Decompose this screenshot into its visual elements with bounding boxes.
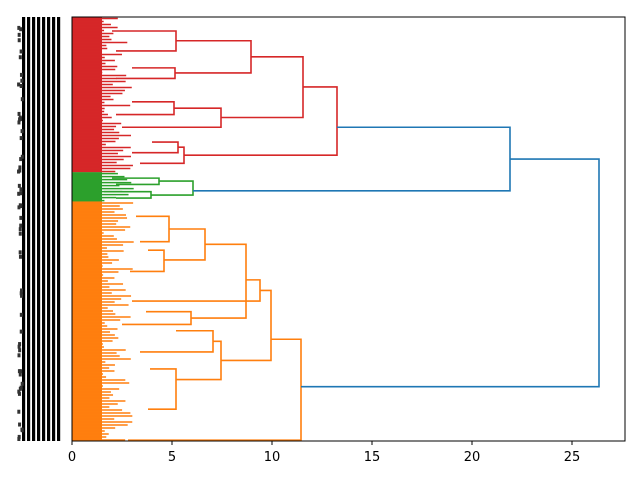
leaf-label-fragment	[19, 157, 23, 162]
leaf-label-fragment	[19, 27, 23, 32]
leaf-label-fragment	[17, 38, 21, 43]
leaf-label-fragment	[19, 204, 23, 209]
leaf-label-fragment	[19, 288, 23, 293]
leaf-label-fragment	[18, 231, 22, 236]
dendrogram-link	[191, 243, 247, 319]
x-tick-label: 5	[168, 450, 176, 465]
dendrogram-link	[136, 215, 170, 243]
dendrogram-link	[193, 126, 511, 192]
leaf-label-column	[47, 17, 51, 441]
leaf-label-column	[27, 17, 31, 441]
leaf-label-fragment	[20, 78, 24, 83]
dendrogram-link	[176, 340, 222, 381]
dendrogram-link	[221, 289, 272, 362]
cluster-leaf-fills	[72, 17, 134, 441]
leaf-label-column	[52, 17, 56, 441]
leaf-label-fragment	[18, 422, 22, 427]
dendrogram-link	[175, 39, 252, 74]
leaf-label-fragment	[19, 329, 23, 334]
leaf-label-fragment	[18, 372, 22, 377]
x-tick-label: 0	[68, 450, 76, 465]
leaf-label-fragment	[17, 434, 21, 439]
leaf-label-fragment	[17, 111, 21, 116]
leaf-label-fragment	[18, 117, 22, 122]
dendrogram-link	[164, 228, 206, 261]
leaf-label-fragment	[19, 291, 23, 296]
leaf-label-fragment	[19, 187, 23, 192]
leaf-label-fragment	[19, 215, 23, 220]
dendrogram-link	[151, 180, 194, 196]
x-axis-ticks: 0 5 10 15 20 25	[68, 441, 580, 465]
x-tick-label: 10	[264, 450, 281, 465]
leaf-label-fragment	[20, 381, 24, 386]
leaf-label-fragment	[17, 344, 21, 349]
dendrogram-link	[130, 249, 165, 273]
dendrogram-link	[128, 338, 302, 441]
leaf-label-fragment	[20, 293, 24, 298]
leaf-label-fragment	[20, 427, 24, 432]
leaf-label-fragment	[17, 391, 21, 396]
dendrogram-link	[221, 56, 304, 119]
dendrogram-link	[132, 279, 261, 302]
leaf-label-fragment	[20, 97, 24, 102]
dendrogram-link	[122, 310, 192, 326]
x-tick-label: 25	[564, 450, 581, 465]
leaf-label-column	[57, 17, 61, 441]
dendrogram-link	[132, 141, 179, 154]
leaf-label-fragment	[17, 32, 21, 37]
leaf-label-fragment	[19, 83, 23, 88]
leaf-label-fragment	[19, 72, 23, 77]
dendrogram-link	[116, 67, 176, 80]
dendrogram-link	[184, 86, 338, 157]
leaf-label-fragment	[19, 385, 23, 390]
leaf-label-column	[32, 17, 36, 441]
leaf-label-fragment	[19, 49, 23, 54]
leaf-labels	[17, 17, 61, 441]
leaf-label-fragment	[19, 191, 23, 196]
leaf-label-fragment	[19, 312, 23, 317]
leaf-label-fragment	[18, 165, 22, 170]
leaf-label-fragment	[19, 369, 23, 374]
leaf-label-fragment	[17, 409, 21, 414]
leaf-label-column	[37, 17, 41, 441]
leaf-label-fragment	[17, 25, 21, 30]
leaf-label-fragment	[18, 250, 22, 255]
dendrogram-link	[301, 158, 600, 388]
leaf-label-fragment	[20, 129, 24, 134]
dendrogram-link	[112, 30, 177, 52]
dendrogram-link	[140, 329, 214, 353]
dendrogram-link	[122, 107, 222, 129]
leaf-label-fragment	[17, 169, 21, 174]
x-tick-label: 20	[464, 450, 481, 465]
axes-frame	[71, 16, 626, 442]
leaf-label-fragment	[17, 436, 21, 441]
leaf-label-fragment	[18, 254, 22, 259]
leaf-label-fragment	[19, 136, 23, 141]
leaf-label-fragment	[17, 191, 21, 196]
leaf-label-fragment	[18, 55, 22, 60]
dendrogram-links	[104, 30, 600, 441]
cluster-fill-red	[72, 17, 102, 173]
leaf-label-fragment	[17, 82, 21, 87]
leaf-label-column	[22, 17, 26, 441]
leaf-label-fragment	[17, 353, 21, 358]
leaf-label-fragment	[17, 183, 21, 188]
leaf-label-fragment	[20, 154, 24, 159]
leaf-label-fragment	[18, 342, 22, 347]
leaf-label-fragment	[17, 205, 21, 210]
leaf-label-fragment	[19, 223, 23, 228]
cluster-fill-orange	[72, 201, 102, 441]
dendrogram-link	[148, 368, 177, 411]
leaf-label-fragment	[18, 227, 22, 232]
dendrogram-link	[116, 101, 175, 116]
leaf-label-fragment	[18, 348, 22, 353]
leaf-label-fragment	[17, 389, 21, 394]
leaf-label-fragment	[17, 120, 21, 125]
leaf-label-column	[42, 17, 46, 441]
x-tick-label: 15	[364, 450, 381, 465]
